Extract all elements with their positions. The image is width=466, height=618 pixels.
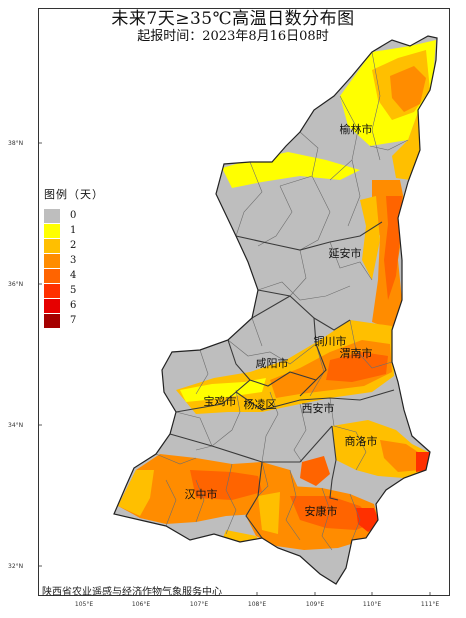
legend-label: 5 <box>70 285 77 296</box>
legend-item: 5 <box>44 283 134 298</box>
legend-label: 4 <box>70 270 77 281</box>
city-label-xianyang: 咸阳市 <box>255 357 289 370</box>
county-boundaries <box>155 51 409 551</box>
zone-3-days-yulin <box>390 66 426 112</box>
legend-item: 0 <box>44 208 134 223</box>
city-label-yangling: 杨凌区 <box>243 398 277 411</box>
lon-label-110: 110°E <box>362 601 382 608</box>
lat-label-36: 36°N <box>8 281 24 288</box>
zone-2-days-yulin-east <box>392 112 420 180</box>
zone-2-days-shiquan <box>258 492 280 534</box>
legend-label: 1 <box>70 225 77 236</box>
legend-title: 图例（天） <box>44 188 104 201</box>
legend-item: 7 <box>44 313 134 328</box>
lon-label-106: 106°E <box>131 601 151 608</box>
legend-label: 7 <box>70 315 77 326</box>
lon-label-109: 109°E <box>305 601 325 608</box>
city-label-ankang: 安康市 <box>304 505 338 518</box>
legend-item: 4 <box>44 268 134 283</box>
map-frame <box>38 8 450 596</box>
source-credit: 陕西省农业遥感与经济作物气象服务中心 <box>42 587 222 598</box>
zone-2-days-hanzhong-west <box>118 470 154 516</box>
legend-swatch <box>44 253 60 268</box>
axis-ticks <box>38 142 431 596</box>
legend-item: 2 <box>44 238 134 253</box>
legend-label: 3 <box>70 255 77 266</box>
lat-label-32: 32°N <box>8 563 24 570</box>
legend-item: 3 <box>44 253 134 268</box>
map-subtitle: 起报时间：2023年8月16日08时 <box>137 29 329 44</box>
zone-4-days-shanyang <box>300 456 330 486</box>
legend-label: 2 <box>70 240 77 251</box>
lon-label-105: 105°E <box>74 601 94 608</box>
legend-swatch <box>44 313 60 328</box>
city-label-yanan: 延安市 <box>328 247 362 260</box>
city-label-tongchuan: 铜川市 <box>313 335 347 348</box>
city-label-hanzhong: 汉中市 <box>184 488 218 501</box>
map-title: 未来7天≥35℃高温日数分布图 <box>111 9 355 29</box>
legend-swatch <box>44 208 60 223</box>
province-outline <box>113 35 438 585</box>
legend: 图例（天） 0 1 2 3 4 5 6 7 <box>44 186 134 328</box>
legend-item: 6 <box>44 298 134 313</box>
legend-label: 6 <box>70 300 77 311</box>
legend-swatch <box>44 238 60 253</box>
zone-4-days-east-edge <box>384 196 402 300</box>
lon-label-107: 107°E <box>189 601 209 608</box>
city-boundaries <box>169 221 395 539</box>
legend-label: 0 <box>70 210 77 221</box>
legend-swatch <box>44 223 60 238</box>
zone-4-days-ankang-center <box>290 496 376 530</box>
city-label-yulin: 榆林市 <box>339 123 373 136</box>
zone-2-days-yanan-east <box>360 196 380 280</box>
lat-label-34: 34°N <box>8 422 24 429</box>
lon-label-111: 111°E <box>420 601 440 608</box>
legend-swatch <box>44 283 60 298</box>
city-label-baoji: 宝鸡市 <box>203 395 237 408</box>
legend-item: 1 <box>44 223 134 238</box>
lat-label-38: 38°N <box>8 140 24 147</box>
city-label-shangluo: 商洛市 <box>344 435 378 448</box>
city-label-weinan: 渭南市 <box>339 347 373 360</box>
lon-label-108: 108°E <box>247 601 267 608</box>
zone-3-days-shangluo <box>380 440 424 472</box>
legend-swatch <box>44 268 60 283</box>
legend-swatch <box>44 298 60 313</box>
zone-4-days-hanzhong-center <box>190 470 262 500</box>
zone-4-days-weinan <box>326 352 388 382</box>
city-label-xian: 西安市 <box>301 402 335 415</box>
